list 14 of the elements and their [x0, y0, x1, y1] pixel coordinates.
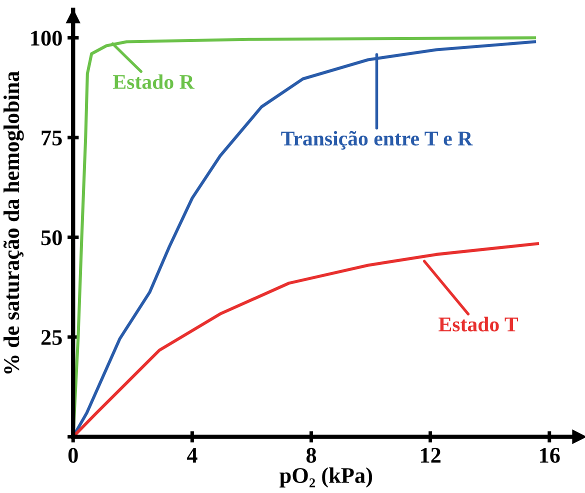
- y-tick-label: 75: [42, 130, 62, 146]
- y-tick-label: 25: [41, 330, 62, 345]
- x-tick-label: 4: [186, 448, 198, 463]
- annotation: Transição entre T e R: [281, 130, 473, 150]
- x-axis-title: pO₂ (kPa): [280, 467, 372, 488]
- y-tick-label: 100: [31, 30, 62, 46]
- y-axis-title: % de saturação da hemoglobina: [3, 71, 24, 374]
- y-tick-label: 50: [41, 230, 62, 246]
- annotation: Estado T: [438, 316, 518, 332]
- x-tick-label: 8: [306, 448, 316, 463]
- x-tick-label: 12: [420, 448, 440, 463]
- x-tick-label: 0: [68, 448, 78, 463]
- x-tick-label: 16: [540, 448, 560, 463]
- annotation: Estado R: [113, 74, 195, 89]
